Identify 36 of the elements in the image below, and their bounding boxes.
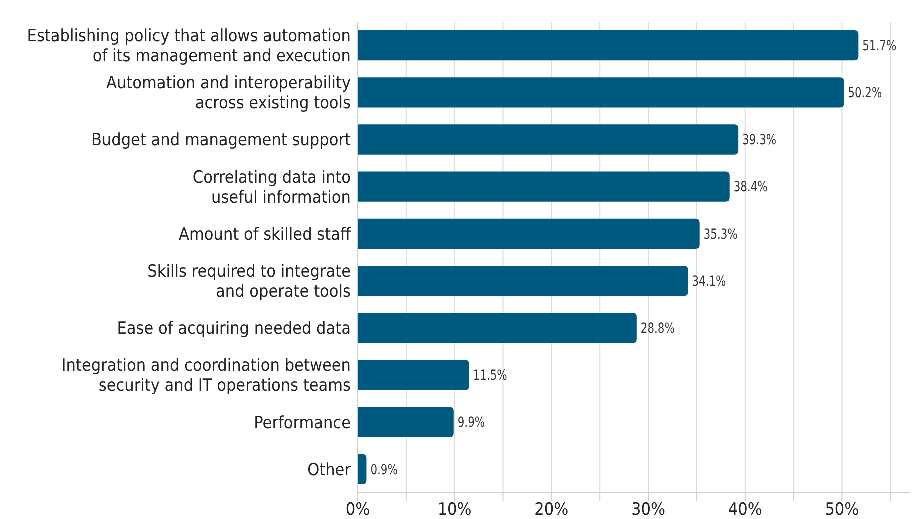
x-tick-label: 10% — [438, 500, 472, 519]
x-tick-label: 40% — [728, 500, 762, 519]
bar — [358, 313, 637, 344]
y-tick-label: Other — [308, 460, 352, 480]
data-label: 38.4% — [734, 180, 768, 196]
data-label: 9.9% — [458, 415, 486, 432]
bar — [358, 124, 739, 155]
x-tick-label: 0% — [346, 500, 370, 519]
data-label: 34.1% — [692, 274, 726, 290]
x-tick-label: 20% — [534, 500, 569, 519]
bar — [358, 407, 454, 438]
x-tick-label: 30% — [632, 500, 666, 519]
bar — [358, 266, 688, 296]
y-tick-label: Amount of skilled staff — [179, 224, 352, 245]
x-tick-label: 50% — [825, 500, 860, 519]
data-label: 51.7% — [862, 38, 897, 55]
bar — [358, 78, 844, 108]
y-tick-label: Automation and interoperability across existing tools — [106, 74, 352, 114]
bar — [358, 454, 367, 485]
y-tick-label: Establishing policy that allows automation of its management and execution — [27, 26, 351, 66]
bar — [358, 30, 859, 61]
data-label: 11.5% — [473, 368, 508, 384]
data-label: 35.3% — [704, 226, 738, 244]
y-tick-label: Budget and management support — [91, 130, 351, 151]
y-tick-label: Correlating data into useful information — [192, 168, 351, 208]
bar — [358, 172, 730, 202]
data-label: 50.2% — [848, 86, 882, 102]
y-tick-label: Ease of acquiring needed data — [117, 319, 351, 340]
bar — [358, 218, 700, 250]
data-label: 39.3% — [742, 132, 777, 149]
data-label: 28.8% — [640, 321, 675, 338]
y-tick-label: Skills required to integrate and operate tools — [148, 262, 352, 302]
y-tick-label: Performance — [254, 413, 351, 434]
data-label: 0.9% — [370, 462, 398, 479]
y-tick-label: Integration and coordination between security and IT operations teams — [62, 356, 352, 396]
bar — [358, 360, 470, 390]
